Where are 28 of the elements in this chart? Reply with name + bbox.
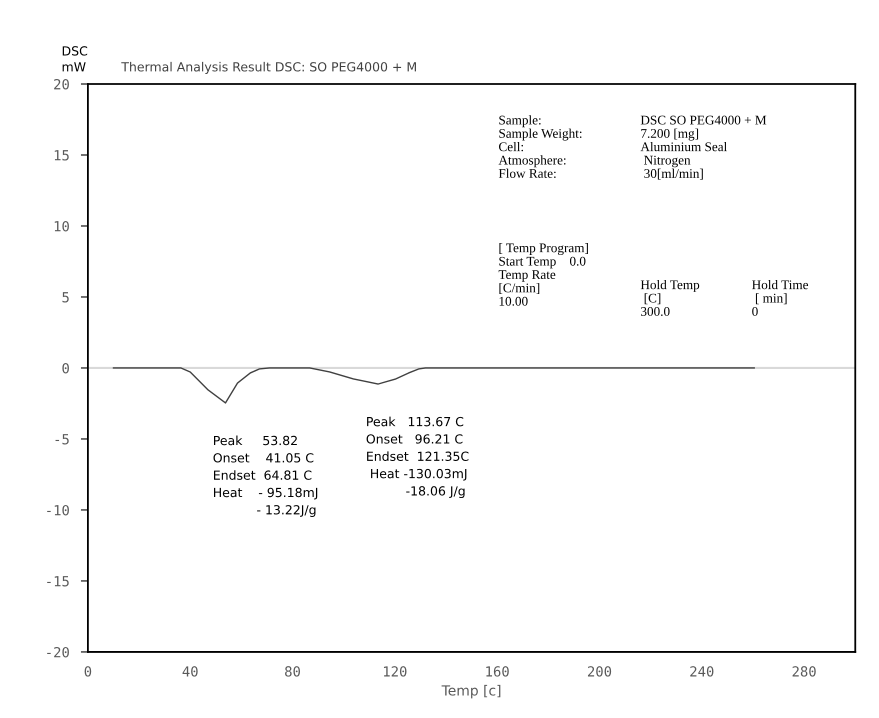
y-tick-label: 10	[54, 220, 69, 232]
x-tick-label: 160	[486, 666, 509, 677]
y-tick-label: 20	[54, 79, 69, 90]
y-tick-label: 5	[62, 292, 69, 302]
x-tick-label: 40	[182, 666, 198, 677]
annotation: Peak 113.67 C Onset 96.21 C Endset 121.35C Heat -130.03mJ -18.06 J/g	[366, 416, 468, 498]
y-tick-label: 0	[62, 362, 69, 374]
line-series	[112, 367, 755, 404]
x-axis-title: Temp [c]	[442, 684, 500, 698]
y-tick-label: -15	[47, 576, 69, 586]
annotation: Peak 53.82 Onset 41.05 C Endset 64.81 C Heat - 95.18mJ - 13.22J/g	[213, 436, 318, 517]
y-axis-title: DSC mW	[62, 46, 88, 72]
y-tick-label: 15	[54, 150, 69, 161]
annotation: Sample: Sample Weight: Cell: Atmosphere: Flow Rate:	[498, 115, 582, 178]
y-tick-label: -20	[47, 646, 69, 658]
x-tick-label: 80	[285, 666, 300, 677]
x-tick-label: 280	[792, 666, 816, 677]
x-tick-label: 120	[384, 666, 406, 677]
x-tick-label: 200	[588, 666, 612, 677]
annotation: DSC SO PEG4000 + M 7.200 [mg] Aluminium Seal Nitrogen 30[ml/min]	[640, 116, 766, 180]
annotation: Hold Temp [C] 300.0	[640, 280, 700, 316]
x-tick-label: 0	[84, 666, 92, 677]
chart-title: Thermal Analysis Result DSC: SO PEG4000 + M	[121, 62, 416, 74]
y-tick-label: -10	[47, 504, 69, 516]
annotation: [ Temp Program] Start Temp 0.0 Temp Rate [C/min] 10.00	[498, 243, 588, 306]
y-tick-label: -5	[56, 434, 69, 444]
x-tick-label: 240	[690, 666, 714, 677]
annotation: Hold Time [ min] 0	[752, 280, 808, 316]
